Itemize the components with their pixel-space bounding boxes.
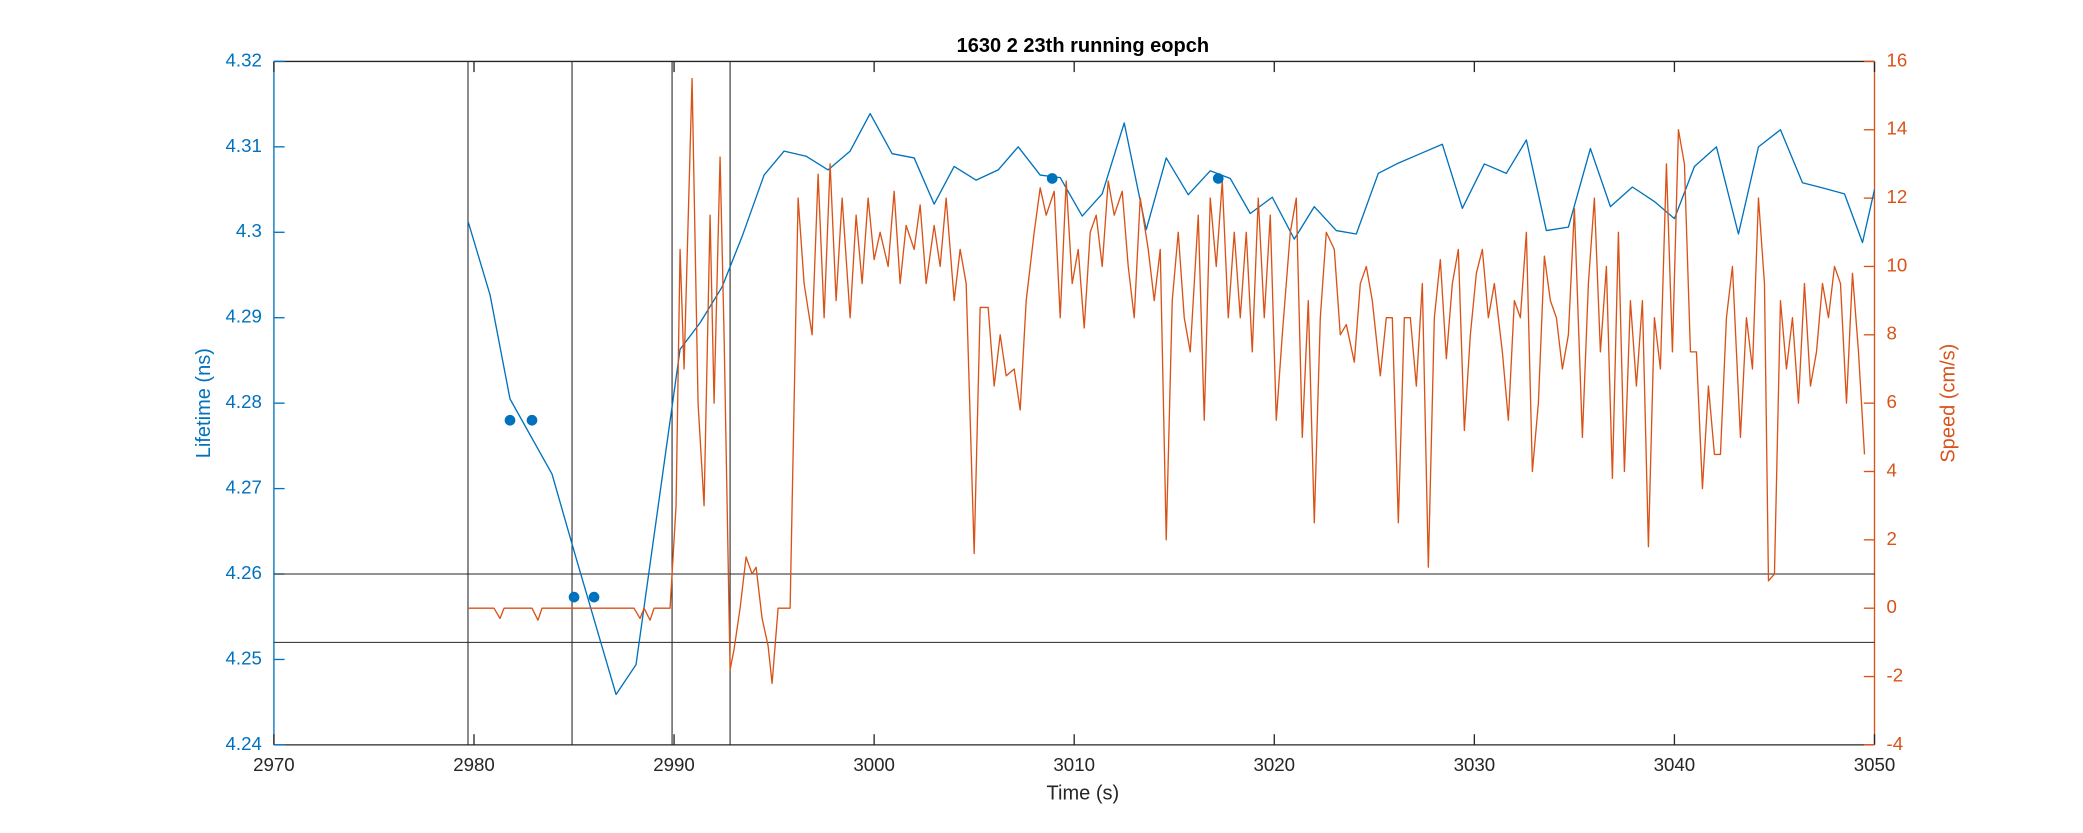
y-tick-label: 4.26 [226, 562, 262, 583]
y-axis-label: Lifetime (ns) [193, 348, 215, 458]
x-tick-label: 3000 [853, 754, 895, 775]
data-line [467, 77, 1866, 685]
chart-title: 1630 2 23th running eopch [957, 35, 1209, 57]
y2-axis-label: Speed (cm/s) [1938, 344, 1960, 463]
data-point [588, 591, 600, 603]
y2-tick-label: -4 [1887, 733, 1904, 754]
x-tick-label: 3040 [1654, 754, 1696, 775]
y2-tick-label: 16 [1887, 49, 1908, 70]
y2-tick-label: 0 [1887, 596, 1897, 617]
y2-tick-label: 6 [1887, 391, 1897, 412]
data-point [568, 591, 580, 603]
x-tick-label: 2980 [453, 754, 495, 775]
y-tick-label: 4.25 [226, 647, 262, 668]
x-tick-label: 2990 [653, 754, 695, 775]
y-tick-label: 4.27 [226, 477, 262, 498]
y-tick-label: 4.31 [226, 135, 262, 156]
y-tick-label: 4.3 [236, 220, 262, 241]
y2-tick-label: 12 [1887, 186, 1908, 207]
x-axis-label: Time (s) [1047, 783, 1120, 805]
y2-tick-label: 2 [1887, 528, 1897, 549]
y-tick-label: 4.29 [226, 306, 262, 327]
x-tick-label: 3010 [1053, 754, 1095, 775]
x-tick-label: 2970 [253, 754, 295, 775]
y-tick-label: 4.28 [226, 391, 262, 412]
y-tick-label: 4.24 [226, 733, 262, 754]
y2-tick-label: -2 [1887, 664, 1904, 685]
data-point [526, 414, 538, 426]
data-line [467, 112, 1876, 696]
data-point [1212, 173, 1224, 184]
y-tick-label: 4.32 [226, 49, 262, 70]
data-point [504, 414, 516, 426]
y2-tick-label: 14 [1887, 118, 1908, 139]
y2-tick-label: 8 [1887, 323, 1897, 344]
x-tick-label: 3030 [1454, 754, 1496, 775]
y2-tick-label: 4 [1887, 459, 1897, 480]
y2-tick-label: 10 [1887, 254, 1908, 275]
data-point [1046, 173, 1058, 184]
x-tick-label: 3050 [1854, 754, 1896, 775]
x-tick-label: 3020 [1254, 754, 1296, 775]
